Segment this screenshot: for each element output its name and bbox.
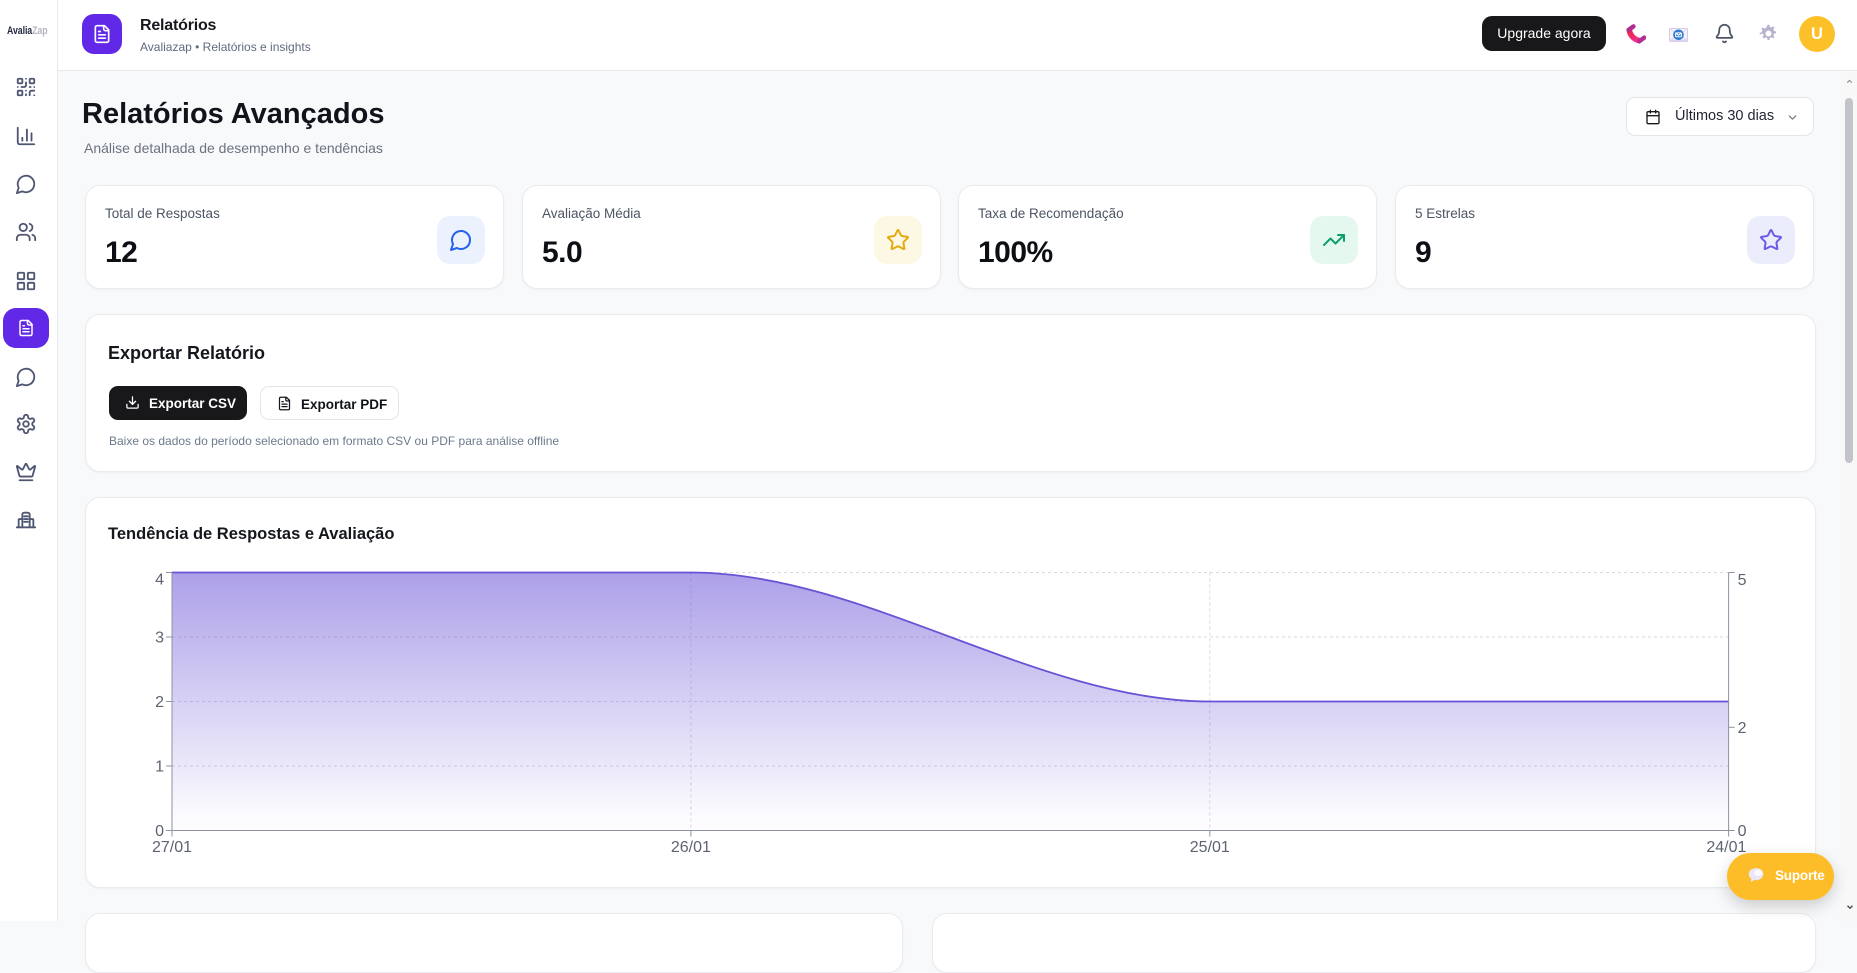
svg-text:25/01: 25/01 — [1190, 839, 1230, 856]
svg-text:1: 1 — [155, 759, 164, 776]
svg-text:24/01: 24/01 — [1706, 839, 1746, 856]
svg-text:0: 0 — [155, 823, 164, 840]
svg-text:27/01: 27/01 — [152, 839, 192, 856]
svg-text:0: 0 — [1738, 823, 1747, 840]
svg-text:3: 3 — [155, 630, 164, 647]
svg-text:2: 2 — [155, 694, 164, 711]
svg-text:5: 5 — [1738, 572, 1747, 589]
svg-text:26/01: 26/01 — [671, 839, 711, 856]
svg-text:2: 2 — [1738, 720, 1747, 737]
svg-text:4: 4 — [155, 572, 164, 589]
